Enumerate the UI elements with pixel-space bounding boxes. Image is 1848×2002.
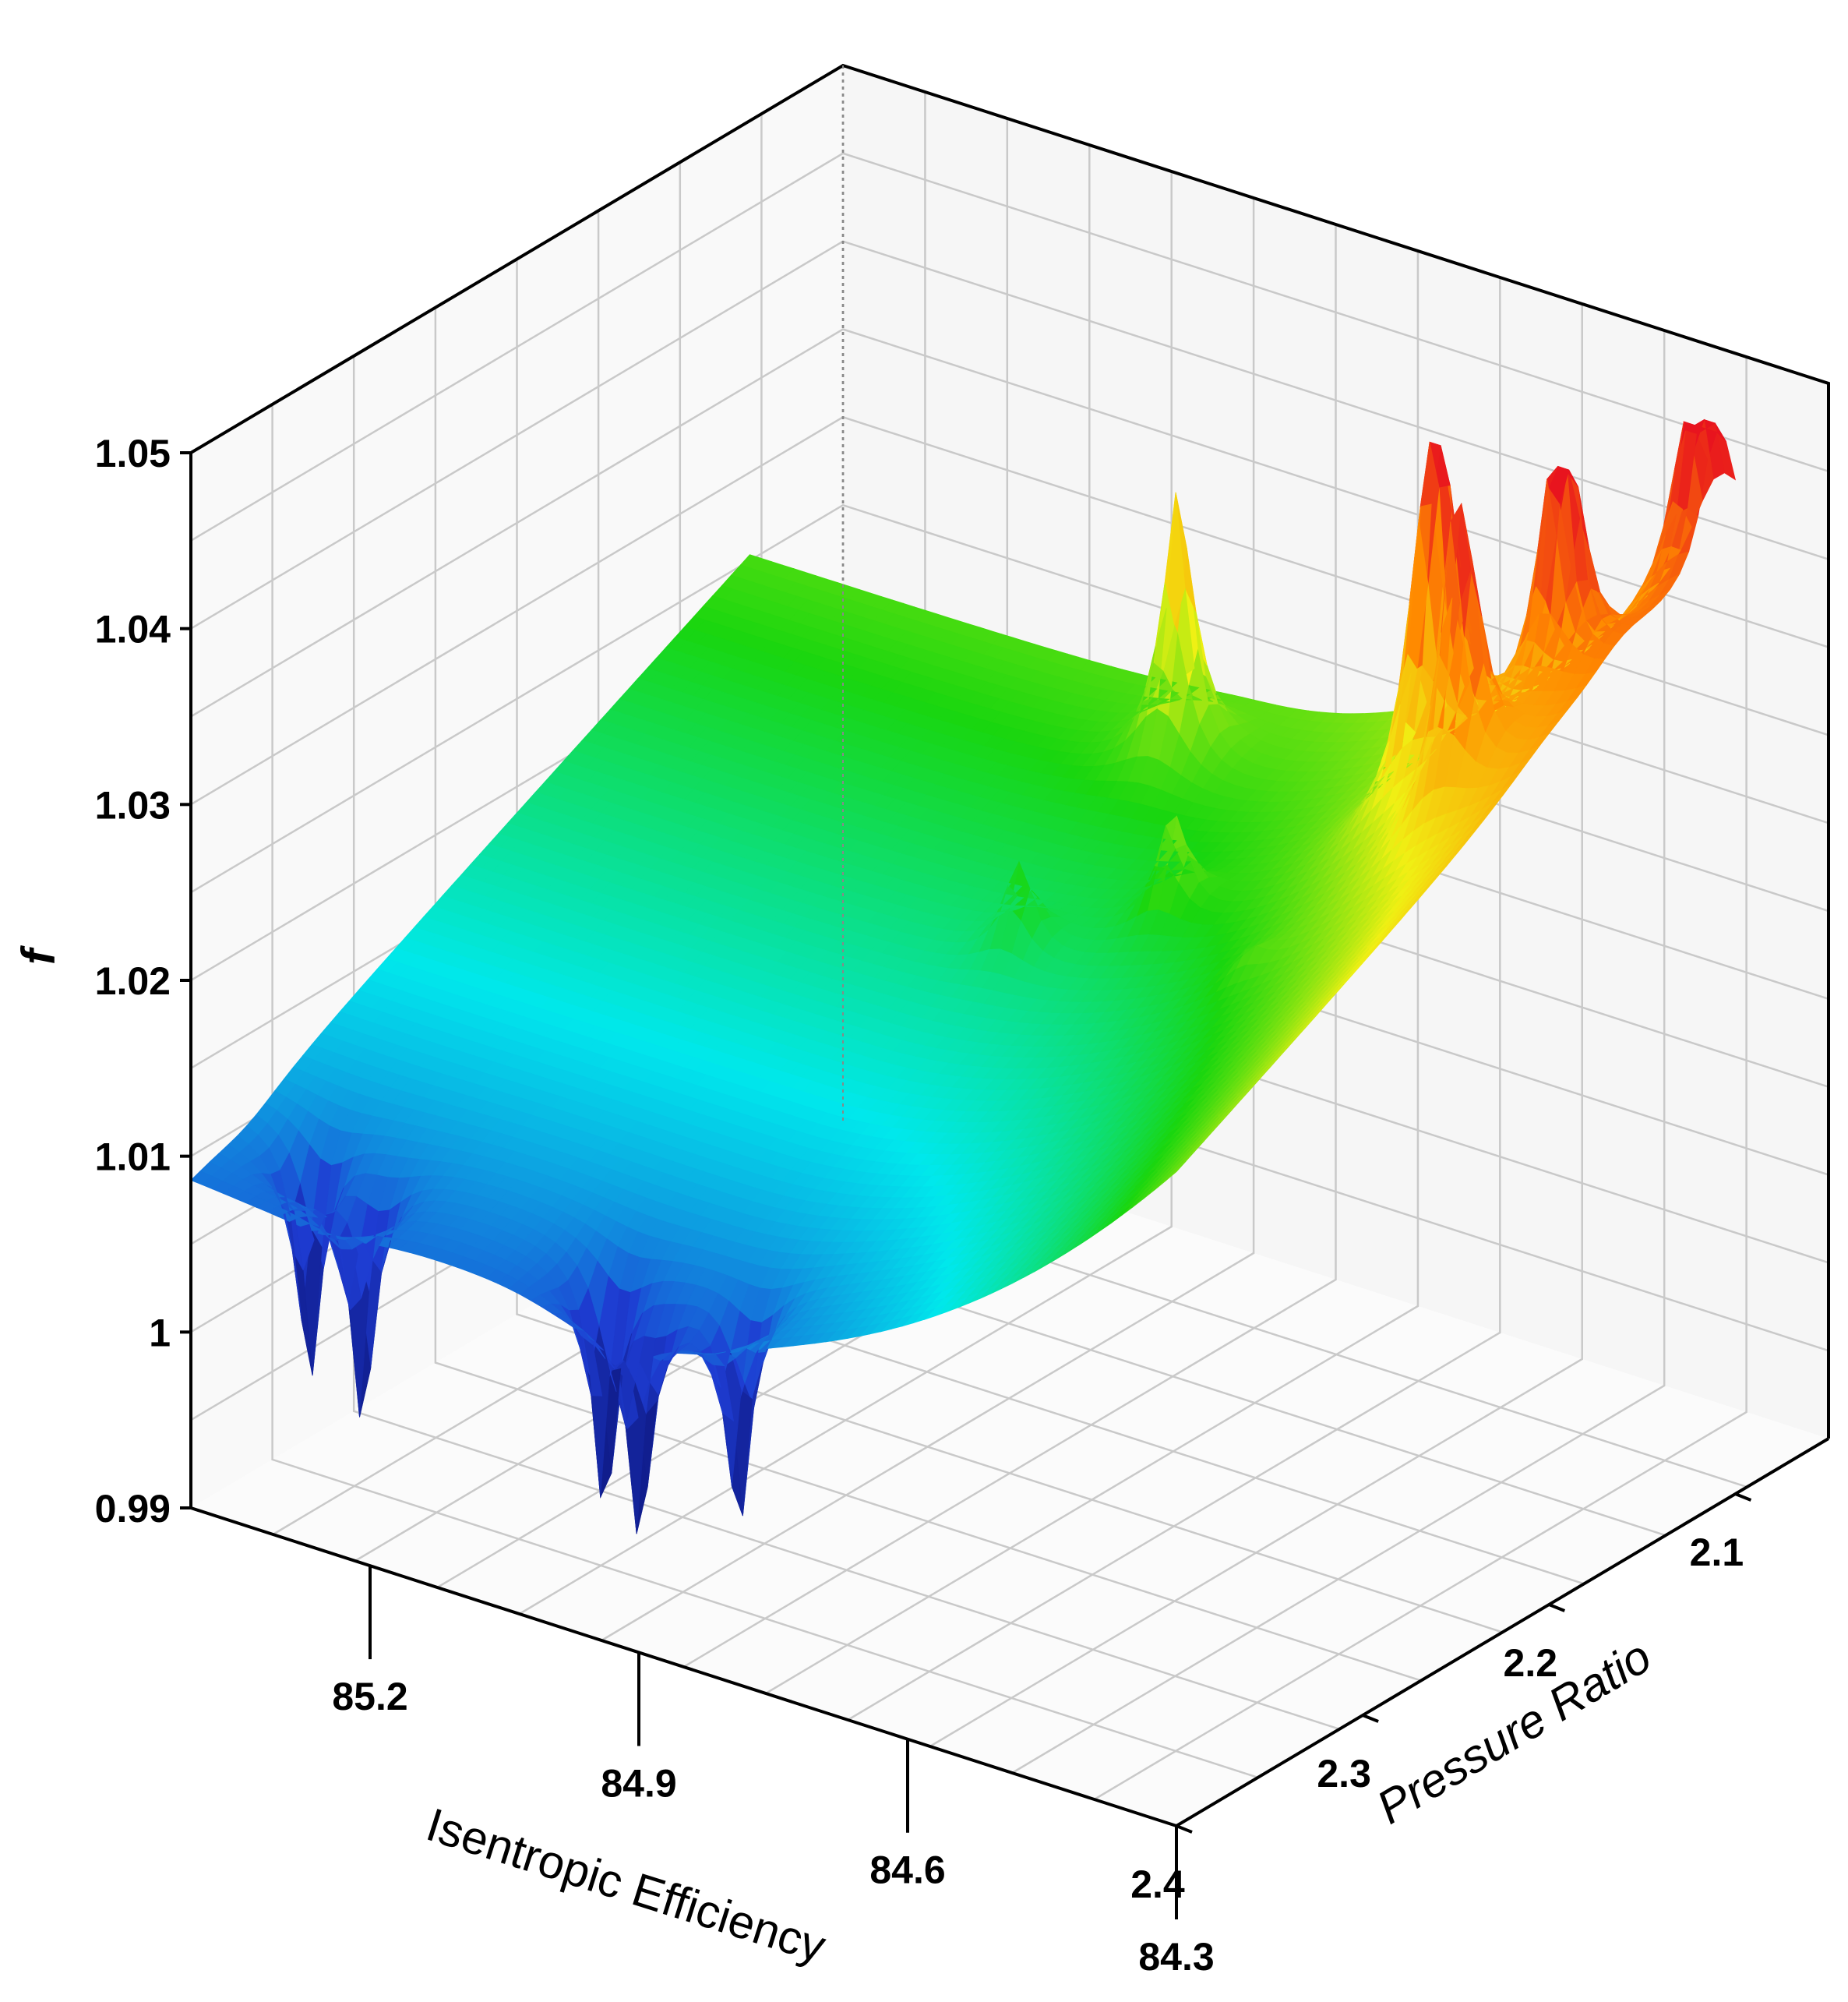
grid-line-efficiency — [682, 224, 1337, 1668]
grid-line-efficiency — [1011, 330, 1666, 1774]
grid-line-efficiency — [847, 277, 1501, 1721]
grid-line-efficiency — [601, 198, 1255, 1642]
grid-line-pressure — [434, 307, 1422, 1682]
grid-line-pressure — [352, 355, 1340, 1730]
grid-line-pressure — [516, 259, 1503, 1633]
grid-line-pressure — [271, 404, 1258, 1779]
grid-line-efficiency — [1093, 357, 1747, 1801]
surface-mesh — [190, 418, 1737, 1534]
